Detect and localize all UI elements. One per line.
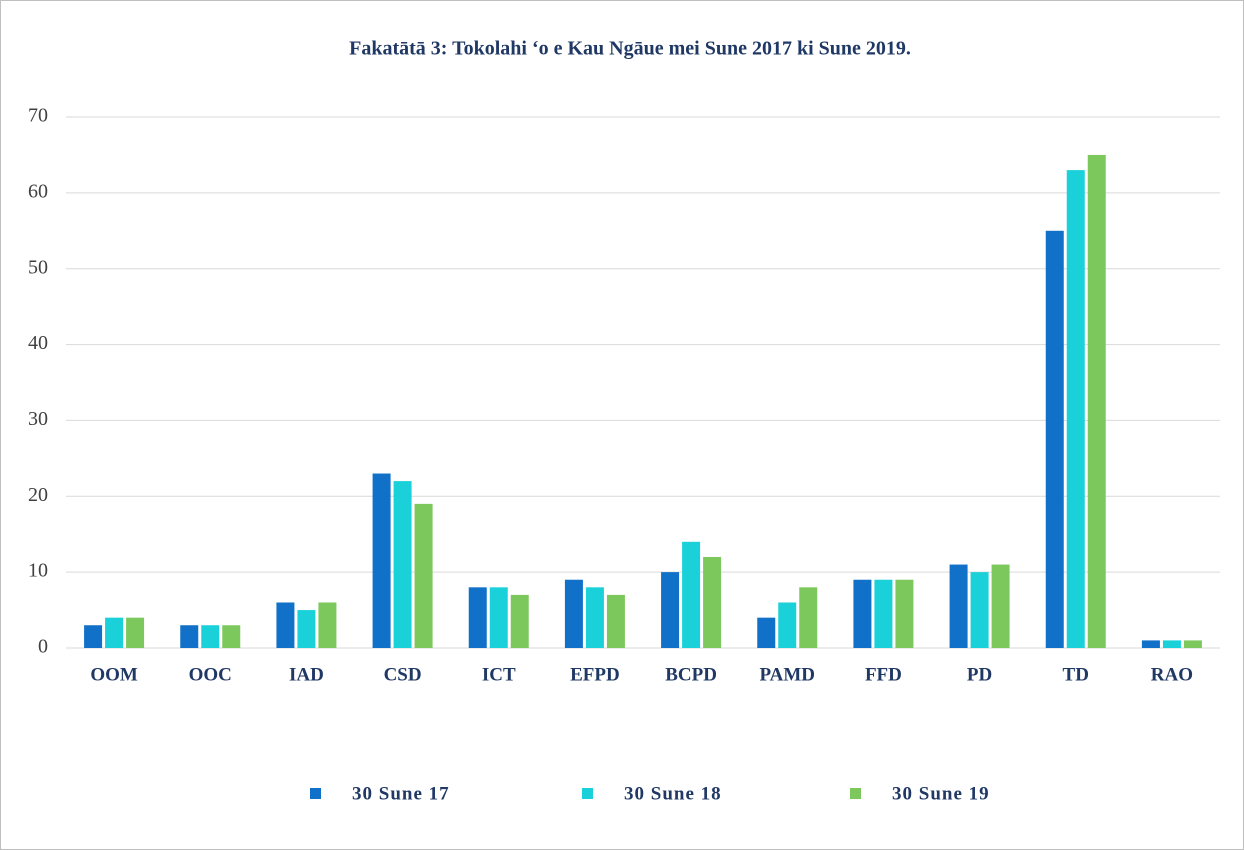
- y-tick-label: 70: [28, 105, 48, 127]
- bar: [1141, 640, 1160, 648]
- chart-title: Fakatātā 3: Tokolahi ‘o e Kau Ngāue mei …: [349, 38, 911, 60]
- x-tick-label: RAO: [1151, 664, 1193, 685]
- legend-swatch: [582, 788, 593, 799]
- x-tick-label: ICT: [482, 664, 516, 685]
- bar: [84, 625, 103, 648]
- bar: [895, 579, 914, 648]
- bar: [180, 625, 199, 648]
- bar: [661, 572, 680, 648]
- x-tick-label: FFD: [865, 664, 902, 685]
- bar: [757, 617, 776, 648]
- x-tick-label: CSD: [384, 664, 422, 685]
- legend-label: 30 Sune 18: [624, 783, 722, 804]
- legend-swatch: [310, 788, 321, 799]
- y-tick-label: 20: [28, 484, 48, 506]
- bar: [393, 481, 412, 648]
- bar: [414, 503, 433, 648]
- bar: [1087, 154, 1106, 648]
- bar: [201, 625, 220, 648]
- bar: [1045, 230, 1064, 649]
- legend-label: 30 Sune 17: [352, 783, 450, 804]
- y-tick-label: 30: [28, 408, 48, 430]
- x-tick-label: EFPD: [570, 664, 620, 685]
- bar: [970, 572, 989, 648]
- legend-swatch: [850, 788, 861, 799]
- bar: [703, 556, 722, 648]
- bar: [1162, 640, 1181, 648]
- y-tick-label: 60: [28, 180, 48, 202]
- bar: [606, 594, 625, 648]
- bar: [468, 587, 487, 648]
- x-tick-label: TD: [1063, 664, 1089, 685]
- bar: [853, 579, 872, 648]
- bar: [222, 625, 241, 648]
- x-tick-label: PD: [967, 664, 992, 685]
- bar: [564, 579, 583, 648]
- bar: [297, 610, 316, 648]
- x-tick-label: OOM: [90, 664, 138, 685]
- x-tick-label: OOC: [189, 664, 232, 685]
- bar: [126, 617, 145, 648]
- bar: [991, 564, 1010, 648]
- x-tick-label: PAMD: [759, 664, 815, 685]
- bar: [318, 602, 337, 648]
- x-tick-label: IAD: [289, 664, 324, 685]
- bar: [682, 541, 701, 648]
- bar: [799, 587, 818, 648]
- y-tick-label: 40: [28, 332, 48, 354]
- bar: [874, 579, 893, 648]
- y-tick-label: 0: [38, 636, 48, 658]
- bar: [105, 617, 124, 648]
- bar: [949, 564, 968, 648]
- y-tick-label: 50: [28, 256, 48, 278]
- x-tick-label: BCPD: [665, 664, 717, 685]
- y-tick-label: 10: [28, 560, 48, 582]
- bar: [276, 602, 295, 648]
- bar: [489, 587, 508, 648]
- bar: [778, 602, 797, 648]
- bar: [585, 587, 604, 648]
- bar: [372, 473, 391, 648]
- bar: [510, 594, 529, 648]
- bar: [1183, 640, 1202, 648]
- legend-label: 30 Sune 19: [892, 783, 990, 804]
- bar: [1066, 170, 1085, 648]
